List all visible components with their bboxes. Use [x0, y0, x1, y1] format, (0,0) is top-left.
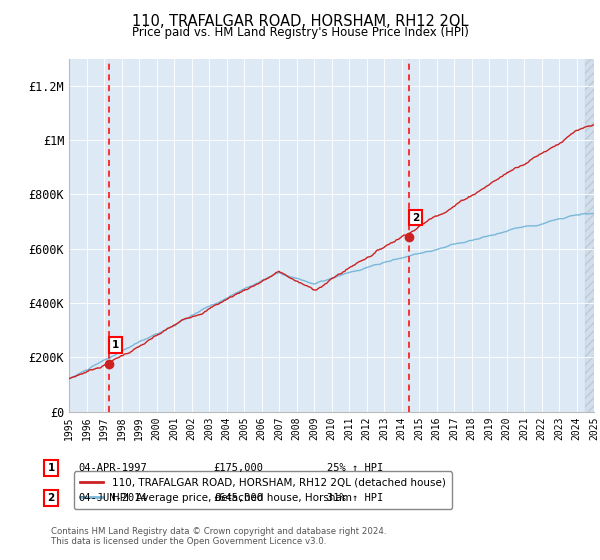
Bar — [585, 59, 594, 412]
Text: Price paid vs. HM Land Registry's House Price Index (HPI): Price paid vs. HM Land Registry's House … — [131, 26, 469, 39]
Text: 25% ↑ HPI: 25% ↑ HPI — [327, 463, 383, 473]
Text: 31% ↑ HPI: 31% ↑ HPI — [327, 493, 383, 503]
Text: 1: 1 — [112, 340, 119, 350]
Text: 110, TRAFALGAR ROAD, HORSHAM, RH12 2QL: 110, TRAFALGAR ROAD, HORSHAM, RH12 2QL — [132, 14, 468, 29]
Text: 2: 2 — [47, 493, 55, 503]
Legend: 110, TRAFALGAR ROAD, HORSHAM, RH12 2QL (detached house), HPI: Average price, det: 110, TRAFALGAR ROAD, HORSHAM, RH12 2QL (… — [74, 472, 452, 509]
Text: 1: 1 — [47, 463, 55, 473]
Text: £645,000: £645,000 — [213, 493, 263, 503]
Text: Contains HM Land Registry data © Crown copyright and database right 2024.
This d: Contains HM Land Registry data © Crown c… — [51, 526, 386, 546]
Text: £175,000: £175,000 — [213, 463, 263, 473]
Text: 2: 2 — [412, 213, 419, 222]
Text: 04-JUN-2014: 04-JUN-2014 — [78, 493, 147, 503]
Text: 04-APR-1997: 04-APR-1997 — [78, 463, 147, 473]
Bar — [585, 59, 594, 412]
